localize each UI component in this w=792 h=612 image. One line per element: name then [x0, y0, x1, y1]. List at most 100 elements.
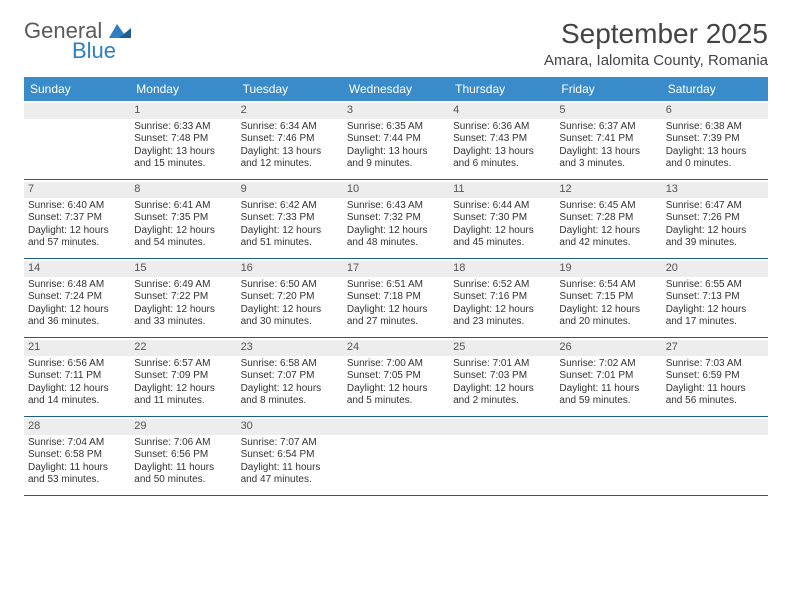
daynum-row: 20	[662, 261, 768, 277]
sunrise-line: Sunrise: 6:55 AM	[666, 279, 764, 292]
day-cell: 21 Sunrise: 6:56 AMSunset: 7:11 PMDayligh…	[24, 338, 130, 416]
day-number: 27	[666, 341, 678, 353]
day-number: 11	[453, 183, 464, 195]
day-number: 23	[241, 341, 253, 353]
daynum-row: 17	[343, 261, 449, 277]
daylight-line: Daylight: 12 hours and 11 minutes.	[134, 383, 232, 408]
day-number: 3	[347, 104, 353, 116]
daynum-row: 24	[343, 340, 449, 356]
day-number: 4	[453, 104, 459, 116]
daynum-row: 28	[24, 419, 130, 435]
sunset-line: Sunset: 7:01 PM	[559, 370, 657, 383]
sunrise-line: Sunrise: 6:51 AM	[347, 279, 445, 292]
daynum-row: 30	[237, 419, 343, 435]
daylight-line: Daylight: 11 hours and 56 minutes.	[666, 383, 764, 408]
daynum-row: 4	[449, 103, 555, 119]
daynum-row: 14	[24, 261, 130, 277]
day-number: 8	[134, 183, 140, 195]
daylight-line: Daylight: 12 hours and 23 minutes.	[453, 304, 551, 329]
sunset-line: Sunset: 7:41 PM	[559, 133, 657, 146]
daylight-line: Daylight: 11 hours and 53 minutes.	[28, 462, 126, 487]
sunset-line: Sunset: 6:58 PM	[28, 449, 126, 462]
daylight-line: Daylight: 12 hours and 33 minutes.	[134, 304, 232, 329]
daylight-line: Daylight: 12 hours and 5 minutes.	[347, 383, 445, 408]
sunrise-line: Sunrise: 6:34 AM	[241, 121, 339, 134]
day-cell: 9Sunrise: 6:42 AMSunset: 7:33 PMDaylight…	[237, 180, 343, 258]
week-row: 21Sunrise: 6:56 AMSunset: 7:11 PMDayligh…	[24, 338, 768, 417]
daynum-row: 12	[555, 182, 661, 198]
logo-triangle-icon	[109, 22, 131, 38]
sunset-line: Sunset: 7:48 PM	[134, 133, 232, 146]
daylight-line: Daylight: 12 hours and 17 minutes.	[666, 304, 764, 329]
sunrise-line: Sunrise: 7:06 AM	[134, 437, 232, 450]
daynum-row: 15	[130, 261, 236, 277]
sunrise-line: Sunrise: 6:43 AM	[347, 200, 445, 213]
logo-text-block: General Blue	[24, 18, 131, 64]
day-number: 16	[241, 262, 253, 274]
sunset-line: Sunset: 7:24 PM	[28, 291, 126, 304]
day-number: 9	[241, 183, 247, 195]
sunset-line: Sunset: 6:59 PM	[666, 370, 764, 383]
day-number: 15	[134, 262, 146, 274]
daylight-line: Daylight: 12 hours and 14 minutes.	[28, 383, 126, 408]
day-header-row: SundayMondayTuesdayWednesdayThursdayFrid…	[24, 77, 768, 101]
logo: General Blue	[24, 18, 131, 64]
daynum-row: 18	[449, 261, 555, 277]
sunset-line: Sunset: 7:35 PM	[134, 212, 232, 225]
sunrise-line: Sunrise: 6:50 AM	[241, 279, 339, 292]
sunset-line: Sunset: 7:03 PM	[453, 370, 551, 383]
day-number: 10	[347, 183, 359, 195]
sunrise-line: Sunrise: 6:52 AM	[453, 279, 551, 292]
day-cell: 15Sunrise: 6:49 AMSunset: 7:22 PMDayligh…	[130, 259, 236, 337]
daynum-row: 3	[343, 103, 449, 119]
day-number: 19	[559, 262, 571, 274]
day-cell: 24Sunrise: 7:00 AMSunset: 7:05 PMDayligh…	[343, 338, 449, 416]
daynum-row: 25	[449, 340, 555, 356]
daylight-line: Daylight: 11 hours and 50 minutes.	[134, 462, 232, 487]
day-header: Monday	[130, 77, 236, 101]
day-cell: 30Sunrise: 7:07 AMSunset: 6:54 PMDayligh…	[237, 417, 343, 495]
daynum-row	[662, 419, 768, 435]
sunset-line: Sunset: 7:11 PM	[28, 370, 126, 383]
sunset-line: Sunset: 7:30 PM	[453, 212, 551, 225]
day-number: 13	[666, 183, 678, 195]
daynum-row: 23	[237, 340, 343, 356]
daynum-row: 1	[130, 103, 236, 119]
sunrise-line: Sunrise: 6:45 AM	[559, 200, 657, 213]
daynum-row: 5	[555, 103, 661, 119]
daylight-line: Daylight: 13 hours and 6 minutes.	[453, 146, 551, 171]
day-cell: 14Sunrise: 6:48 AMSunset: 7:24 PMDayligh…	[24, 259, 130, 337]
daynum-row: 7	[24, 182, 130, 198]
day-number: 24	[347, 341, 359, 353]
day-cell: 8Sunrise: 6:41 AMSunset: 7:35 PMDaylight…	[130, 180, 236, 258]
daylight-line: Daylight: 12 hours and 20 minutes.	[559, 304, 657, 329]
day-header: Tuesday	[237, 77, 343, 101]
daynum-row: 21	[24, 340, 130, 356]
day-cell: 23Sunrise: 6:58 AMSunset: 7:07 PMDayligh…	[237, 338, 343, 416]
day-header: Wednesday	[343, 77, 449, 101]
sunrise-line: Sunrise: 6:56 AM	[28, 358, 126, 371]
day-cell: 25Sunrise: 7:01 AMSunset: 7:03 PMDayligh…	[449, 338, 555, 416]
daylight-line: Daylight: 13 hours and 0 minutes.	[666, 146, 764, 171]
day-number: 1	[134, 104, 140, 116]
day-number: 17	[347, 262, 359, 274]
sunset-line: Sunset: 7:26 PM	[666, 212, 764, 225]
day-number: 21	[28, 341, 40, 353]
daylight-line: Daylight: 12 hours and 42 minutes.	[559, 225, 657, 250]
sunset-line: Sunset: 7:43 PM	[453, 133, 551, 146]
day-header: Saturday	[662, 77, 768, 101]
sunrise-line: Sunrise: 6:42 AM	[241, 200, 339, 213]
daynum-row: 8	[130, 182, 236, 198]
week-row: 1Sunrise: 6:33 AMSunset: 7:48 PMDaylight…	[24, 101, 768, 180]
sunset-line: Sunset: 7:07 PM	[241, 370, 339, 383]
sunrise-line: Sunrise: 7:00 AM	[347, 358, 445, 371]
daylight-line: Daylight: 12 hours and 39 minutes.	[666, 225, 764, 250]
day-number: 5	[559, 104, 565, 116]
location: Amara, Ialomita County, Romania	[544, 52, 768, 69]
day-number: 29	[134, 420, 146, 432]
day-cell: 29Sunrise: 7:06 AMSunset: 6:56 PMDayligh…	[130, 417, 236, 495]
day-cell: 5Sunrise: 6:37 AMSunset: 7:41 PMDaylight…	[555, 101, 661, 179]
month-title: September 2025	[544, 18, 768, 50]
day-cell: 10Sunrise: 6:43 AMSunset: 7:32 PMDayligh…	[343, 180, 449, 258]
day-cell	[555, 417, 661, 495]
